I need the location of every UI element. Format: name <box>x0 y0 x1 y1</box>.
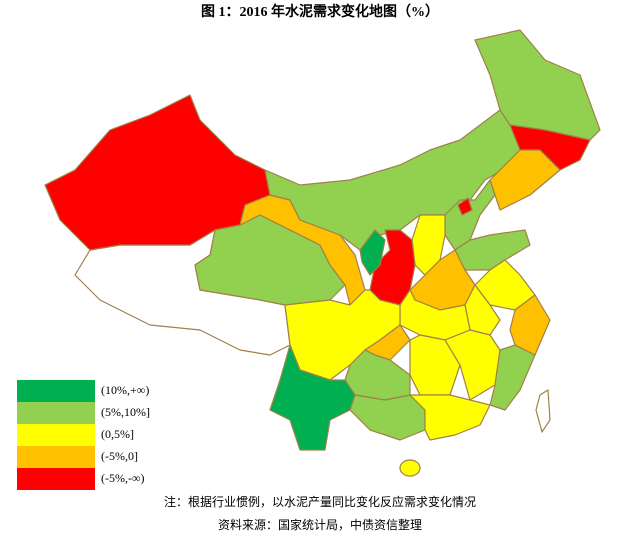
region <box>489 344 536 411</box>
region <box>399 289 471 341</box>
note: 注：根据行业惯例，以水泥产量同比变化反应需求变化情况 <box>164 494 476 509</box>
legend-swatch <box>17 446 95 468</box>
source: 资料来源：国家统计局，中债资信整理 <box>218 517 422 532</box>
legend-swatch <box>17 380 95 402</box>
legend-swatch <box>17 424 95 446</box>
legend-label: (-5%,0] <box>101 449 138 463</box>
region <box>399 459 421 477</box>
legend: (10%,+∞) (5%,10%] (0,5%] (-5%,0] (-5%,-∞) <box>17 380 150 490</box>
region <box>489 149 561 211</box>
region <box>409 334 461 396</box>
legend-label: (-5%,-∞) <box>101 471 145 485</box>
legend-label: (10%,+∞) <box>101 383 149 397</box>
legend-label: (5%,10%] <box>101 405 150 419</box>
region <box>359 229 386 276</box>
region <box>269 344 356 451</box>
legend-swatch <box>17 468 95 490</box>
legend-label: (0,5%] <box>101 427 134 441</box>
region <box>264 109 531 251</box>
region <box>474 259 536 311</box>
region <box>349 394 426 441</box>
legend-swatch <box>17 402 95 424</box>
region <box>454 229 531 271</box>
china-map <box>44 29 601 477</box>
region <box>409 394 491 441</box>
title: 图 1：2016 年水泥需求变化地图（%） <box>201 3 439 20</box>
region <box>457 197 473 216</box>
region <box>535 389 551 433</box>
